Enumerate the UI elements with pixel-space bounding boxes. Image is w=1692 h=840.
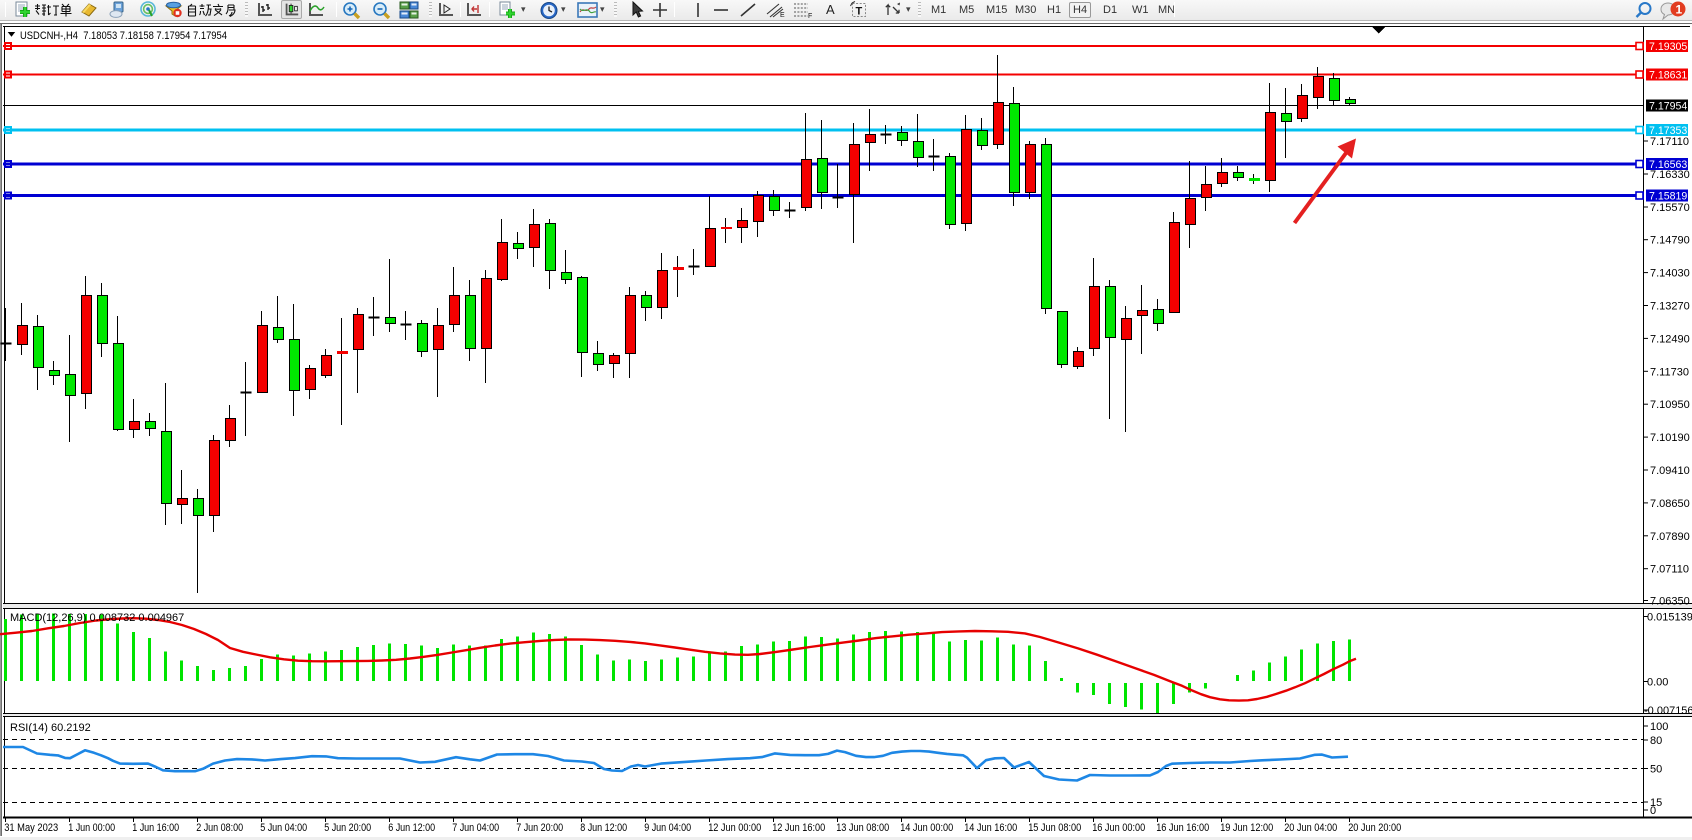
svg-text:7.07110: 7.07110: [1650, 564, 1689, 576]
svg-text:12 Jun 00:00: 12 Jun 00:00: [708, 822, 761, 834]
svg-text:T: T: [856, 6, 863, 18]
svg-text:7.16563: 7.16563: [1649, 159, 1687, 171]
svg-text:20 Jun 04:00: 20 Jun 04:00: [1284, 822, 1337, 834]
svg-text:50: 50: [1650, 764, 1662, 776]
svg-text:7.14790: 7.14790: [1650, 235, 1690, 247]
svg-text:9 Jun 04:00: 9 Jun 04:00: [644, 822, 691, 834]
svg-text:7.17110: 7.17110: [1650, 136, 1689, 148]
svg-text:7.16330: 7.16330: [1650, 169, 1690, 181]
svg-text:5 Jun 20:00: 5 Jun 20:00: [324, 822, 371, 834]
svg-text:0.015139: 0.015139: [1647, 612, 1692, 624]
svg-text:0: 0: [1650, 805, 1656, 817]
svg-text:7.10190: 7.10190: [1650, 432, 1690, 444]
svg-text:0.00: 0.00: [1647, 677, 1668, 689]
svg-text:1: 1: [1676, 3, 1683, 17]
svg-text:31 May 2023: 31 May 2023: [4, 822, 58, 834]
svg-text:14 Jun 00:00: 14 Jun 00:00: [900, 822, 953, 834]
svg-text:7.06350: 7.06350: [1650, 596, 1690, 608]
svg-text:15: 15: [1650, 797, 1662, 809]
svg-text:1 Jun 00:00: 1 Jun 00:00: [68, 822, 115, 834]
svg-text:7.12490: 7.12490: [1650, 333, 1690, 345]
svg-text:80: 80: [1650, 735, 1662, 747]
svg-text:7.11730: 7.11730: [1650, 366, 1689, 378]
svg-text:USDCNH-,H4 7.18053 7.18158 7.: USDCNH-,H4 7.18053 7.18158 7.17954 7.179…: [20, 30, 227, 42]
svg-text:E: E: [780, 12, 785, 19]
svg-text:7.17954: 7.17954: [1649, 101, 1687, 113]
svg-text:7.19305: 7.19305: [1649, 41, 1687, 53]
svg-text:100: 100: [1650, 721, 1668, 733]
svg-text:8 Jun 12:00: 8 Jun 12:00: [580, 822, 627, 834]
svg-text:7.15819: 7.15819: [1649, 191, 1687, 203]
svg-text:16 Jun 16:00: 16 Jun 16:00: [1156, 822, 1209, 834]
svg-text:MACD(12,26,9) 0.008732 0.00496: MACD(12,26,9) 0.008732 0.004967: [10, 612, 184, 624]
svg-text:7.17353: 7.17353: [1649, 125, 1687, 137]
svg-text:1 Jun 16:00: 1 Jun 16:00: [132, 822, 179, 834]
svg-text:16 Jun 00:00: 16 Jun 00:00: [1092, 822, 1145, 834]
svg-text:20 Jun 20:00: 20 Jun 20:00: [1348, 822, 1401, 834]
svg-text:RSI(14) 60.2192: RSI(14) 60.2192: [10, 722, 91, 734]
svg-text:6 Jun 12:00: 6 Jun 12:00: [388, 822, 435, 834]
svg-text:14 Jun 16:00: 14 Jun 16:00: [964, 822, 1017, 834]
svg-text:7.13270: 7.13270: [1650, 301, 1690, 313]
svg-text:7.14030: 7.14030: [1650, 268, 1690, 280]
svg-text:7.10950: 7.10950: [1650, 399, 1690, 411]
svg-text:5 Jun 04:00: 5 Jun 04:00: [260, 822, 307, 834]
svg-text:7.15570: 7.15570: [1650, 202, 1690, 214]
svg-text:13 Jun 08:00: 13 Jun 08:00: [836, 822, 889, 834]
svg-text:12 Jun 16:00: 12 Jun 16:00: [772, 822, 825, 834]
svg-text:7 Jun 04:00: 7 Jun 04:00: [452, 822, 499, 834]
svg-text:-0.007156: -0.007156: [1644, 705, 1692, 717]
svg-text:2 Jun 08:00: 2 Jun 08:00: [196, 822, 243, 834]
svg-text:7 Jun 20:00: 7 Jun 20:00: [516, 822, 563, 834]
svg-text:19 Jun 12:00: 19 Jun 12:00: [1220, 822, 1273, 834]
svg-text:7.18631: 7.18631: [1649, 70, 1687, 82]
svg-text:7.07890: 7.07890: [1650, 531, 1690, 543]
svg-text:15 Jun 08:00: 15 Jun 08:00: [1028, 822, 1081, 834]
svg-text:F: F: [808, 13, 812, 19]
svg-text:7.09410: 7.09410: [1650, 465, 1690, 477]
svg-text:7.08650: 7.08650: [1650, 498, 1690, 510]
